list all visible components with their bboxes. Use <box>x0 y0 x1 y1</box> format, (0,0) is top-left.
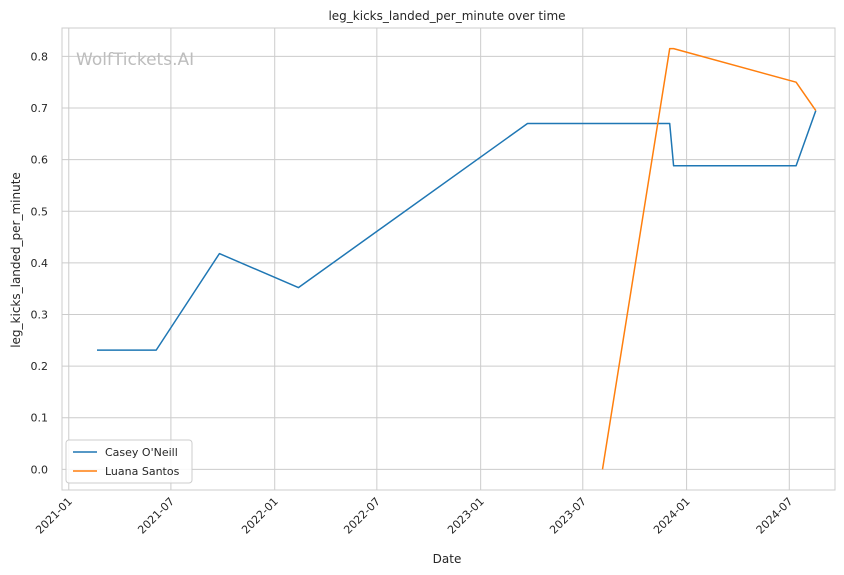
series-line-1 <box>601 47 817 470</box>
legend-box <box>65 439 193 484</box>
series-line-0 <box>97 110 817 351</box>
y-tick-label: 0.1 <box>31 412 49 425</box>
chart-title: leg_kicks_landed_per_minute over time <box>328 9 565 23</box>
grid-lines <box>62 28 835 490</box>
legend: Casey O'Neill Luana Santos <box>65 439 193 484</box>
x-axis-title: Date <box>433 552 462 566</box>
y-tick-label: 0.2 <box>31 360 49 373</box>
plot-background <box>62 28 835 490</box>
legend-label: Casey O'Neill <box>105 446 178 459</box>
y-axis-title: leg_kicks_landed_per_minute <box>9 172 23 348</box>
series-lines <box>97 47 817 470</box>
plot-area <box>61 27 836 491</box>
y-tick-label: 0.6 <box>31 154 49 167</box>
plot-frame <box>61 27 836 491</box>
y-tick-label: 0.5 <box>31 205 49 218</box>
y-tick-label: 0.4 <box>31 257 49 270</box>
y-tick-label: 0.0 <box>31 463 49 476</box>
y-tick-label: 0.8 <box>31 50 49 63</box>
y-axis: 0.0 0.1 0.2 0.3 0.4 0.5 0.6 0.7 0.8 <box>31 50 49 476</box>
y-tick-label: 0.3 <box>31 308 49 321</box>
legend-label: Luana Santos <box>105 465 180 478</box>
y-tick-label: 0.7 <box>31 102 49 115</box>
watermark: WolfTickets.AI <box>76 50 194 70</box>
